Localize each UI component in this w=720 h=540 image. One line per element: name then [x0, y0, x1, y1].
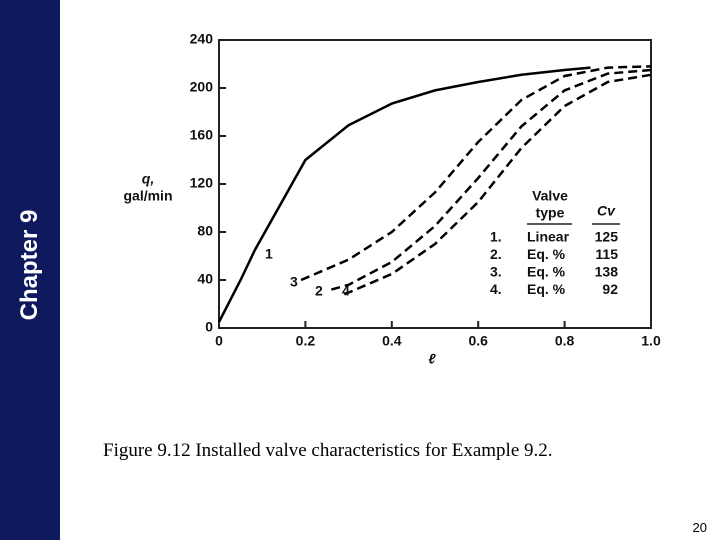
- sidebar: Chapter 9: [0, 0, 60, 540]
- legend-header: type: [536, 205, 565, 221]
- series-line: [300, 65, 652, 282]
- y-tick-label: 80: [197, 223, 213, 239]
- legend-cv: 125: [595, 229, 619, 245]
- x-tick-label: 1.0: [641, 333, 661, 349]
- legend-cv: 92: [602, 281, 618, 297]
- y-axis-label: gal/min: [123, 188, 172, 204]
- y-tick-label: 40: [197, 271, 213, 287]
- x-axis-label: ℓ: [428, 351, 436, 367]
- legend-cv: 138: [595, 264, 619, 280]
- curve-label: 3: [290, 274, 298, 290]
- y-tick-label: 200: [190, 79, 214, 95]
- caption: Figure 9.12 Installed valve characterist…: [103, 440, 553, 461]
- legend-type: Eq. %: [527, 264, 566, 280]
- x-tick-label: 0: [215, 333, 223, 349]
- x-tick-label: 0.8: [555, 333, 575, 349]
- legend-number: 1.: [490, 229, 502, 245]
- curve-label: 1: [265, 246, 273, 262]
- x-tick-label: 0.6: [468, 333, 488, 349]
- legend-header: Cv: [597, 203, 616, 219]
- legend-number: 4.: [490, 281, 502, 297]
- series-line: [217, 66, 591, 323]
- x-tick-label: 0.4: [382, 333, 402, 349]
- y-tick-label: 240: [190, 31, 214, 47]
- y-tick-label: 0: [205, 319, 213, 335]
- y-tick-label: 120: [190, 175, 214, 191]
- x-tick-label: 0.2: [296, 333, 316, 349]
- curve-label: 2: [315, 283, 323, 299]
- legend-type: Eq. %: [527, 246, 566, 262]
- page-number: 20: [692, 520, 707, 535]
- legend-number: 3.: [490, 264, 502, 280]
- series-line: [330, 68, 652, 291]
- y-axis-label: q,: [142, 171, 154, 187]
- legend-type: Linear: [527, 229, 570, 245]
- legend-cv: 115: [595, 246, 618, 262]
- legend-type: Eq. %: [527, 281, 566, 297]
- legend-number: 2.: [490, 246, 502, 262]
- series-line: [343, 73, 652, 296]
- y-tick-label: 160: [190, 127, 214, 143]
- chart-area: [100, 15, 680, 377]
- curve-label: 4: [342, 283, 350, 299]
- legend-header: Valve: [532, 188, 568, 204]
